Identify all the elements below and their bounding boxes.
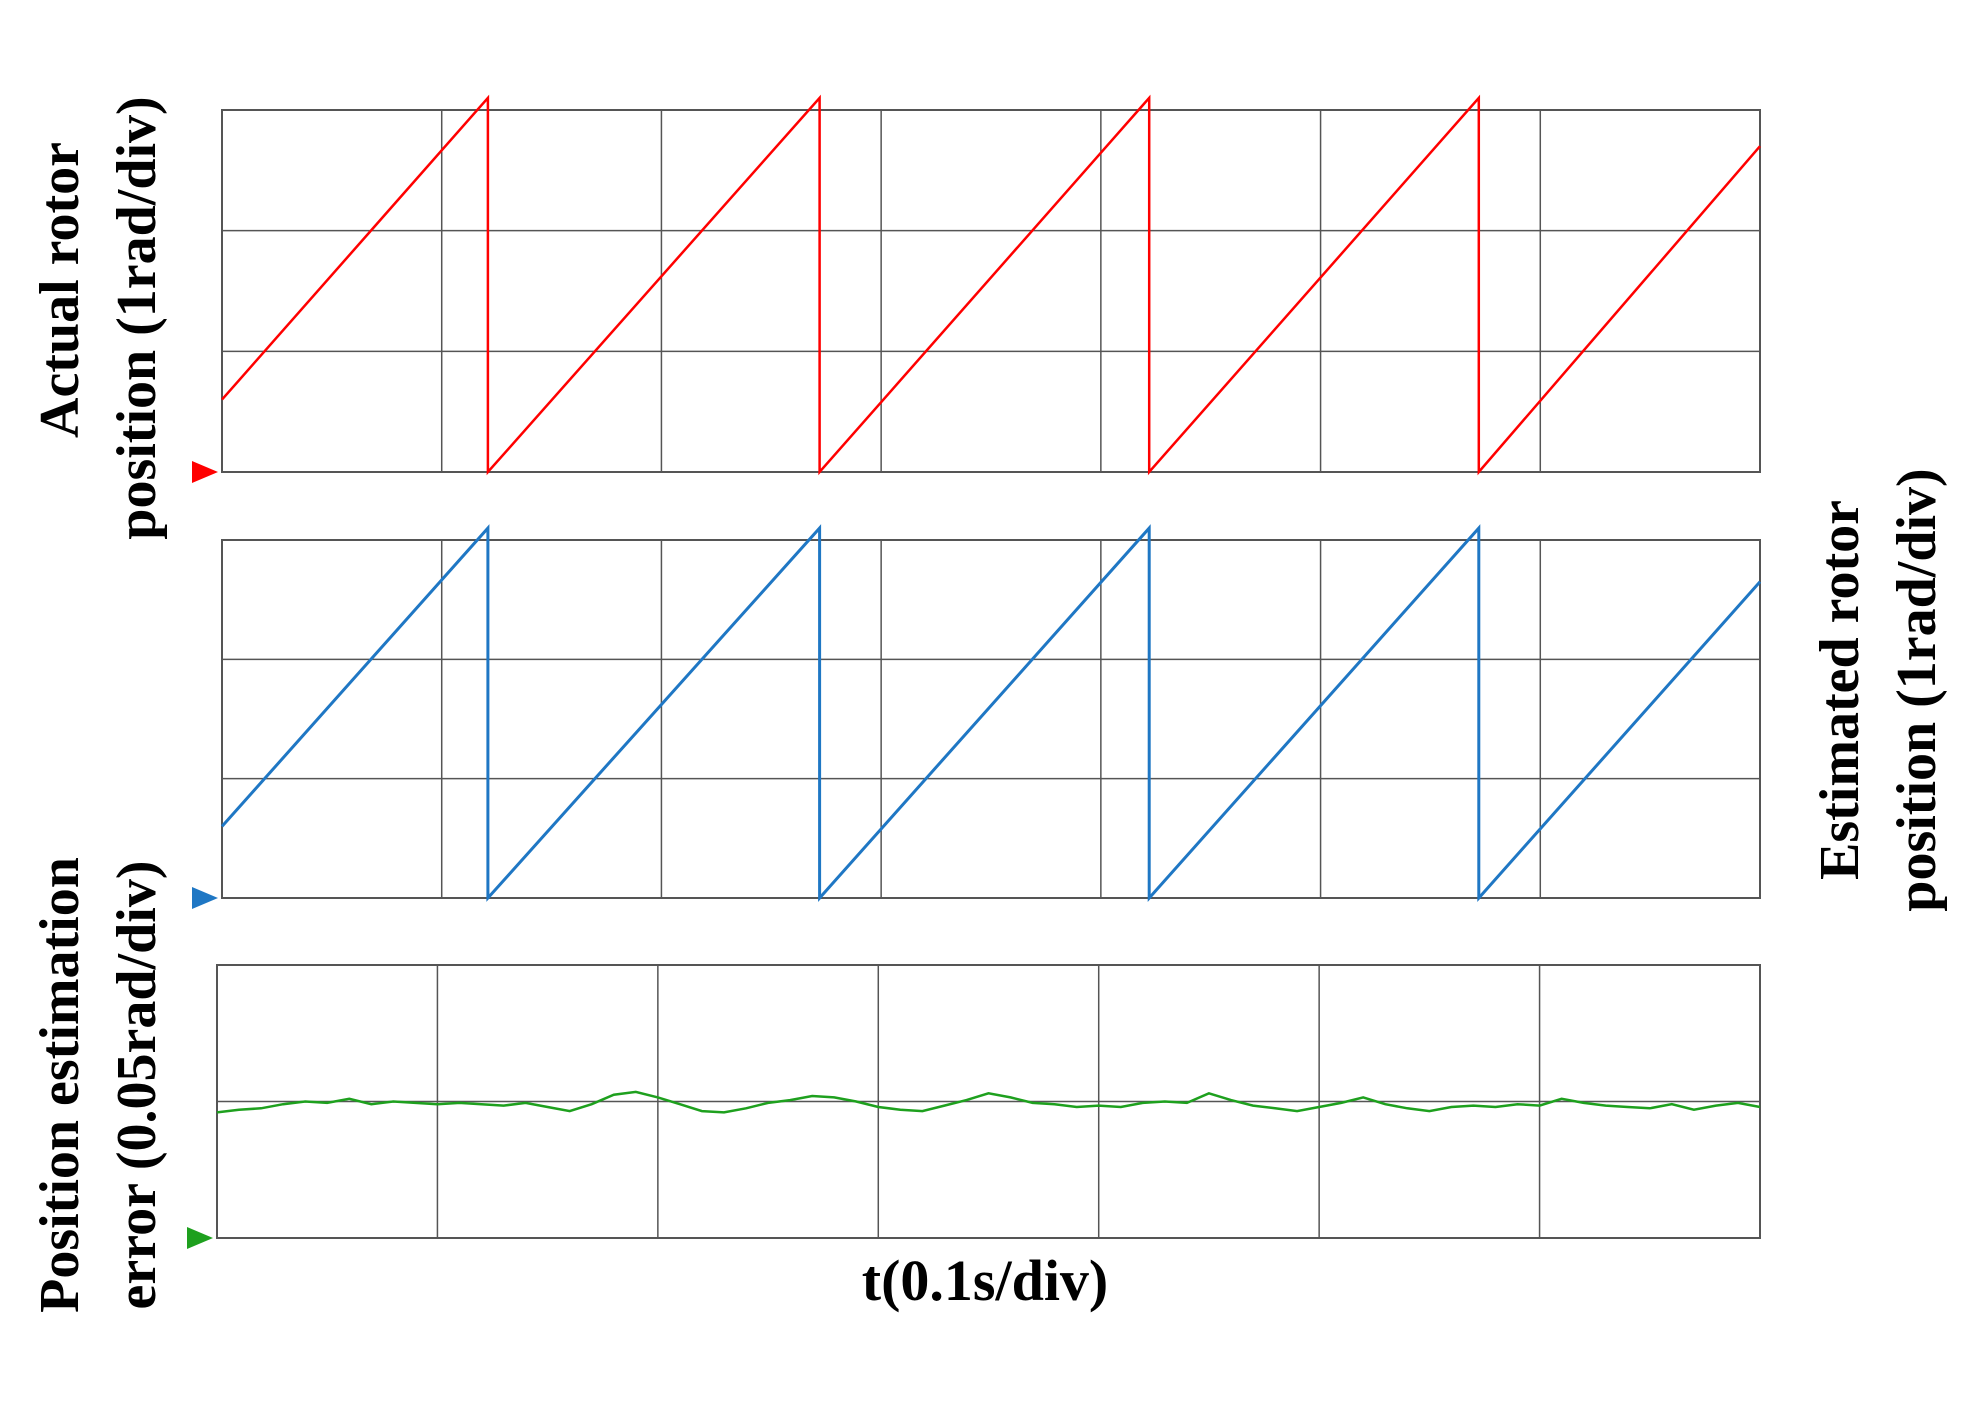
panel-actual-position: [192, 94, 1761, 483]
error-channel-marker: [187, 1227, 213, 1249]
actual-channel-marker: [192, 461, 218, 483]
actual-position-trace: [221, 94, 1761, 476]
time-xlabel: t(0.1s/div): [862, 1248, 1109, 1313]
panel-estimation-error: [187, 964, 1761, 1249]
panel-estimated-grid: [221, 539, 1761, 899]
estimated-channel-marker: [192, 887, 218, 909]
estimated-position-trace: [220, 524, 1762, 902]
error-ylabel-line1: Position estimation: [29, 857, 91, 1313]
actual-ylabel-line2: position (1rad/div): [106, 96, 168, 539]
error-ylabel-line2: error (0.05rad/div): [106, 861, 168, 1310]
panel-estimated-position: [192, 524, 1762, 909]
panel-error-grid: [216, 964, 1761, 1239]
actual-ylabel-line1: Actual rotor: [29, 142, 91, 438]
estimated-ylabel-line2: position (1rad/div): [1886, 468, 1948, 911]
estimation-error-trace: [216, 1090, 1761, 1114]
panel-actual-grid: [221, 109, 1761, 473]
estimated-ylabel-line1: Estimated rotor: [1809, 500, 1871, 880]
estimated-plot-frame: [221, 539, 1761, 899]
actual-plot-frame: [221, 109, 1761, 473]
